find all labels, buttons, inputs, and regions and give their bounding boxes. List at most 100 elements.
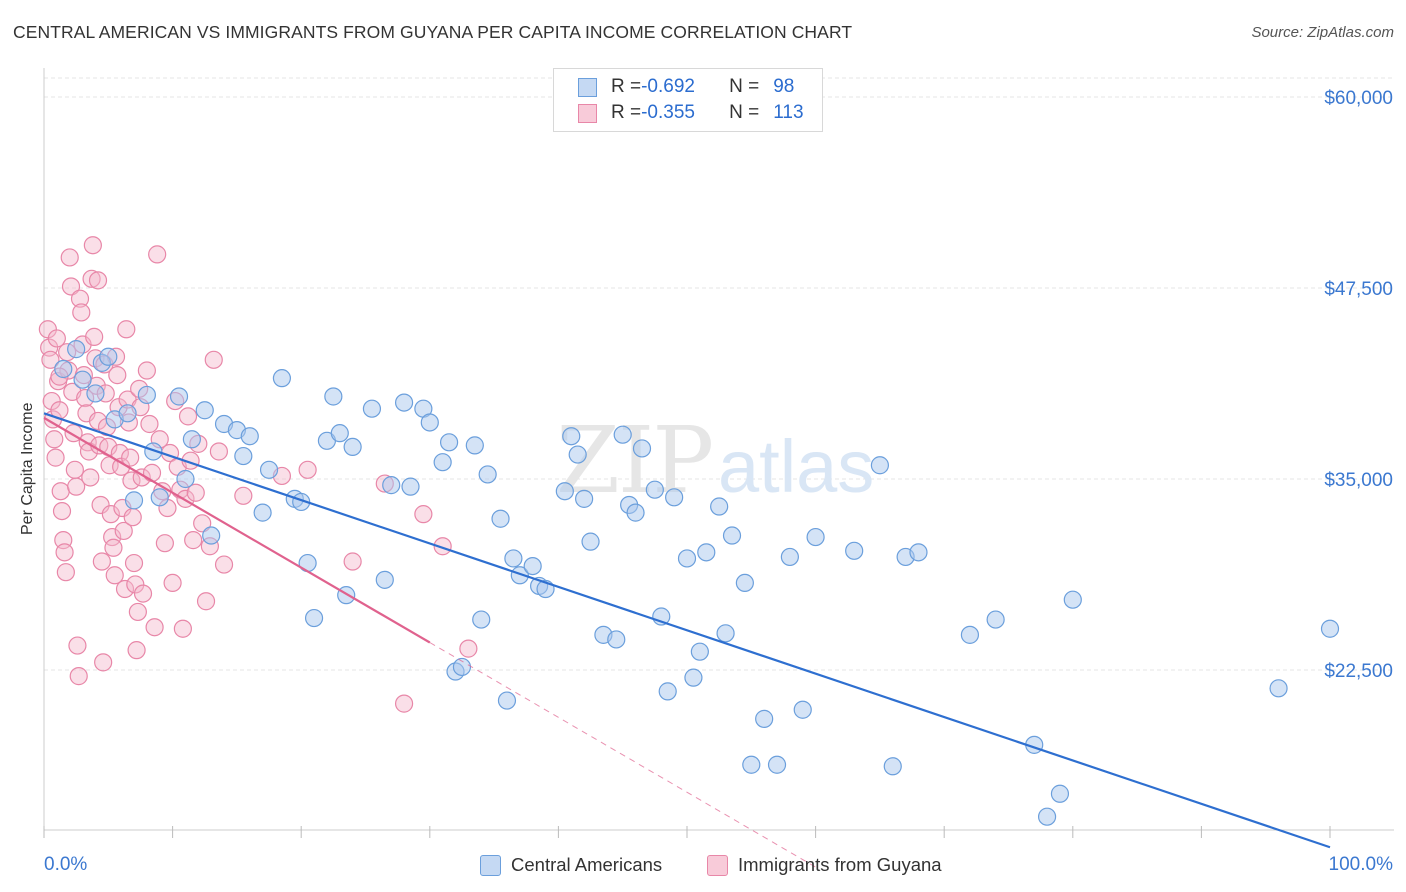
data-point-guyana xyxy=(124,553,144,573)
data-point-central-american xyxy=(118,404,137,423)
data-point-central-american xyxy=(960,625,980,644)
data-point-central-american xyxy=(735,573,754,593)
x-tick-label: 0.0% xyxy=(44,854,87,875)
data-point-central-american xyxy=(420,413,439,432)
data-point-guyana xyxy=(42,391,61,411)
data-point-central-american xyxy=(562,427,581,446)
bottom-legend-central-americans: Central Americans xyxy=(480,852,662,878)
data-point-guyana xyxy=(155,534,174,553)
data-point-guyana xyxy=(186,483,205,502)
data-point-guyana xyxy=(47,329,66,348)
data-point-guyana xyxy=(114,521,133,541)
data-point-central-american xyxy=(240,427,259,446)
data-point-guyana xyxy=(343,552,362,571)
data-point-guyana xyxy=(204,350,223,369)
data-point-guyana xyxy=(394,694,414,713)
data-point-guyana xyxy=(91,495,110,515)
correlation-legend: R = -0.692 N = 98 R = -0.355 N = 113 xyxy=(553,68,823,132)
source-label: Source: ZipAtlas.com xyxy=(1251,24,1394,41)
data-point-central-american xyxy=(491,509,510,528)
data-point-central-american xyxy=(144,442,163,461)
data-point-guyana xyxy=(140,414,159,434)
data-point-central-american xyxy=(234,446,253,466)
data-point-central-american xyxy=(742,755,761,774)
data-point-guyana xyxy=(83,236,102,255)
data-point-central-american xyxy=(581,532,600,551)
series-guyana-points xyxy=(38,236,478,713)
data-point-guyana xyxy=(196,592,216,611)
data-point-guyana xyxy=(126,575,145,594)
data-point-central-american xyxy=(1269,679,1288,698)
data-point-guyana xyxy=(68,636,87,655)
data-point-central-american xyxy=(1063,590,1082,609)
data-point-central-american xyxy=(253,503,272,522)
data-point-guyana xyxy=(214,555,234,574)
legend-n-value: 98 xyxy=(773,76,795,97)
data-point-guyana xyxy=(65,460,84,479)
data-point-guyana xyxy=(88,271,108,290)
data-point-central-american xyxy=(1037,807,1057,826)
chart-title: CENTRAL AMERICAN VS IMMIGRANTS FROM GUYA… xyxy=(13,22,853,42)
data-point-central-american xyxy=(690,642,709,661)
data-point-guyana xyxy=(145,618,164,637)
data-point-guyana xyxy=(51,482,70,501)
data-point-guyana xyxy=(123,508,142,527)
data-point-central-american xyxy=(465,436,484,455)
legend-n-label: N = xyxy=(729,102,760,123)
x-tick-label: 100.0% xyxy=(1329,854,1394,875)
data-point-central-american xyxy=(362,399,382,418)
data-point-guyana xyxy=(45,430,64,449)
legend-r-label: R = xyxy=(611,76,642,97)
data-point-guyana xyxy=(67,477,86,496)
data-point-guyana xyxy=(178,407,198,426)
data-point-central-american xyxy=(375,570,394,589)
data-point-guyana xyxy=(128,602,147,622)
data-point-central-american xyxy=(658,682,677,701)
data-point-central-american xyxy=(645,480,664,499)
data-point-guyana xyxy=(193,514,212,533)
data-point-central-american xyxy=(845,541,864,560)
data-point-central-american xyxy=(767,755,787,774)
bottom-legend-swatch-blue xyxy=(480,854,501,876)
data-point-central-american xyxy=(755,709,774,728)
data-point-central-american xyxy=(324,387,343,406)
data-point-central-american xyxy=(504,549,523,568)
legend-n-label: N = xyxy=(729,76,760,97)
data-point-central-american xyxy=(986,610,1005,629)
data-point-guyana xyxy=(104,538,123,557)
y-tick-label: $47,500 xyxy=(1324,279,1393,300)
data-point-guyana xyxy=(184,531,203,550)
data-point-central-american xyxy=(793,700,812,719)
legend-r-value: -0.355 xyxy=(641,102,695,123)
data-point-central-american xyxy=(150,488,169,507)
data-point-guyana xyxy=(137,361,156,380)
data-point-central-american xyxy=(632,439,652,458)
data-point-central-american xyxy=(73,370,92,389)
y-tick-label: $35,000 xyxy=(1324,470,1393,491)
data-point-guyana xyxy=(433,537,452,556)
data-point-central-american xyxy=(401,477,420,496)
data-point-central-american xyxy=(909,543,928,562)
data-point-central-american xyxy=(472,610,491,629)
data-point-central-american xyxy=(176,469,195,489)
data-point-central-american xyxy=(330,424,349,443)
y-tick-label: $22,500 xyxy=(1324,661,1393,682)
axes xyxy=(43,68,1394,838)
data-point-central-american xyxy=(555,482,574,501)
data-point-guyana xyxy=(55,543,74,562)
series-central-american-points xyxy=(54,340,1340,826)
data-point-guyana xyxy=(122,471,141,490)
data-point-guyana xyxy=(46,448,65,467)
data-point-central-american xyxy=(124,491,144,510)
grid-lines xyxy=(44,77,1394,671)
data-point-guyana xyxy=(115,579,135,599)
data-point-central-american xyxy=(343,437,362,457)
data-point-central-american xyxy=(626,503,645,522)
data-point-central-american xyxy=(86,384,105,403)
data-point-guyana xyxy=(56,563,75,582)
data-point-central-american xyxy=(510,566,529,585)
data-point-guyana xyxy=(41,350,60,369)
data-point-central-american xyxy=(677,549,697,568)
watermark-atlas: atlas xyxy=(718,425,874,508)
